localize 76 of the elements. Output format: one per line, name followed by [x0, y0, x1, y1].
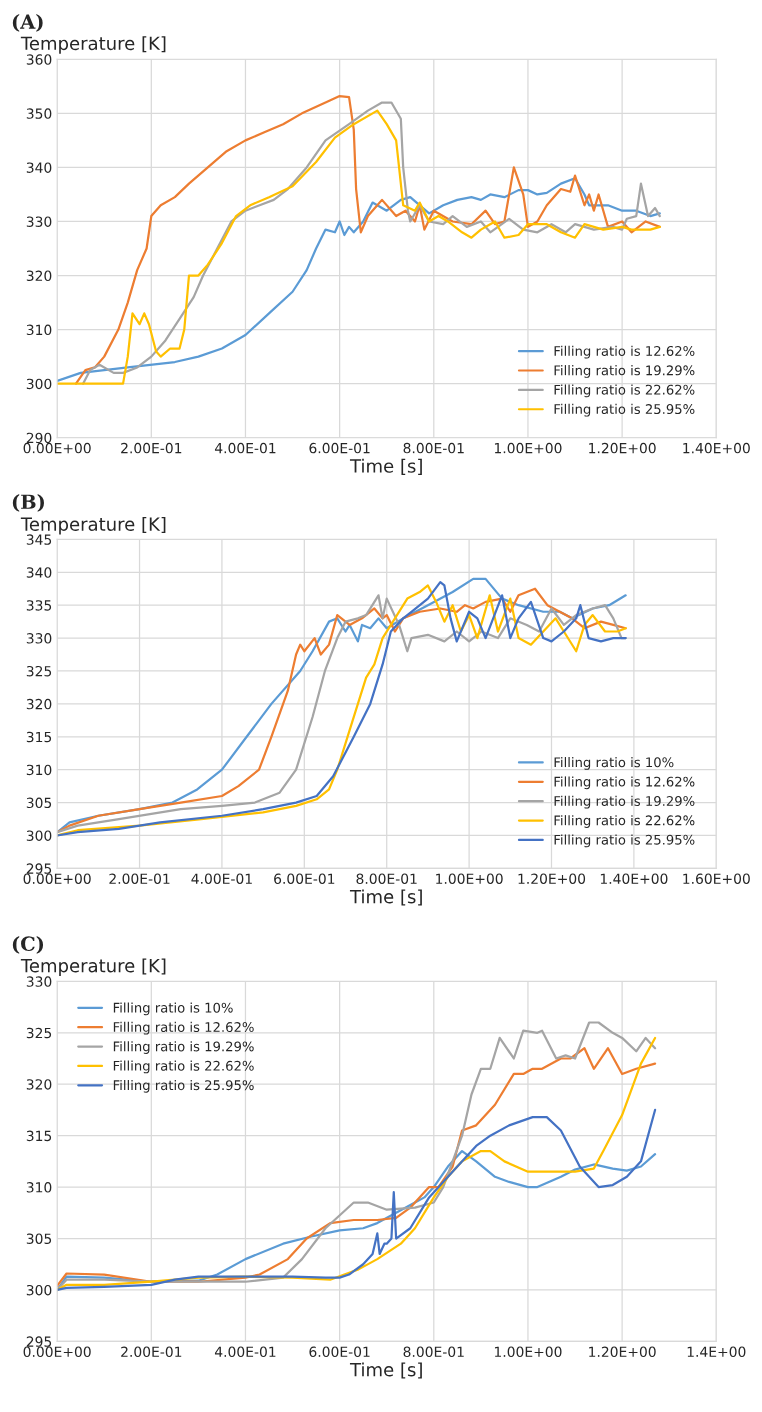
x-tick-label: 8.00E-01: [403, 1346, 464, 1358]
y-tick-label: 320: [26, 1079, 52, 1090]
y-tick-label: 300: [26, 378, 52, 390]
y-tick-label: 320: [26, 270, 52, 282]
y-tick-label: 310: [26, 764, 52, 776]
x-tick-label: 8.00E-01: [356, 873, 417, 884]
legend-label: Filling ratio is 25.95%: [554, 403, 695, 417]
x-tick-label: 6.00E-01: [274, 873, 335, 884]
x-axis-title: Time [s]: [349, 1362, 422, 1379]
legend-label: Filling ratio is 22.62%: [554, 815, 695, 828]
y-tick-label: 300: [26, 1284, 52, 1296]
x-tick-label: 1.4E+00: [687, 1346, 746, 1358]
y-tick-label: 350: [26, 108, 52, 119]
y-axis-title: Temperature [K]: [20, 516, 166, 535]
x-tick-label: 0.00E+00: [23, 873, 91, 884]
x-tick-label: 4.00E-01: [214, 1346, 276, 1358]
y-tick-label: 330: [26, 976, 52, 987]
x-tick-label: 2.00E-01: [121, 442, 182, 454]
x-axis-title: Time [s]: [349, 889, 422, 906]
y-tick-label: 325: [26, 665, 52, 677]
x-tick-label: 1.00E+00: [436, 873, 503, 884]
legend-label: Filling ratio is 12.62%: [554, 345, 695, 359]
x-tick-label: 1.20E+00: [589, 1346, 656, 1358]
legend-label: Filling ratio is 19.29%: [554, 365, 695, 378]
y-tick-label: 340: [26, 162, 52, 173]
x-tick-label: 1.20E+00: [518, 873, 586, 884]
x-tick-label: 2.00E-01: [121, 1346, 182, 1358]
legend-label: Filling ratio is 10%: [554, 757, 674, 770]
x-tick-label: 1.20E+00: [589, 442, 656, 454]
y-tick-label: 315: [26, 1130, 52, 1142]
y-tick-label: 330: [26, 216, 52, 227]
x-tick-label: 6.00E-01: [309, 1346, 370, 1358]
y-axis-title: Temperature [K]: [20, 36, 166, 54]
x-tick-label: 0.00E+00: [23, 442, 91, 454]
y-tick-label: 305: [26, 1233, 52, 1244]
legend-label: Filling ratio is 19.29%: [554, 795, 695, 809]
y-tick-label: 325: [26, 1027, 52, 1039]
legend-label: Filling ratio is 25.95%: [554, 834, 695, 848]
legend-label: Filling ratio is 12.62%: [113, 1021, 254, 1035]
legend-label: Filling ratio is 10%: [113, 1002, 233, 1016]
chart-title: (A): [12, 13, 43, 32]
x-tick-label: 1.40E+00: [683, 442, 750, 454]
line-series: [57, 1108, 657, 1292]
chart-title: (C): [12, 936, 44, 954]
legend-label: Filling ratio is 22.62%: [554, 384, 695, 398]
y-tick-label: 300: [26, 830, 52, 841]
x-tick-label: 2.00E-01: [109, 873, 170, 884]
x-axis-title: Time [s]: [349, 458, 422, 475]
legend-label: Filling ratio is 22.62%: [113, 1060, 254, 1074]
x-tick-label: 1.40E+00: [600, 873, 668, 884]
y-tick-label: 330: [26, 633, 52, 644]
y-tick-label: 310: [26, 324, 52, 336]
x-tick-label: 8.00E-01: [403, 442, 464, 454]
legend-label: Filling ratio is 19.29%: [113, 1041, 254, 1054]
y-tick-label: 310: [26, 1182, 52, 1193]
y-tick-label: 315: [26, 731, 52, 743]
x-tick-label: 1.60E+00: [683, 873, 750, 884]
x-tick-label: 4.00E-01: [214, 442, 276, 454]
legend-label: Filling ratio is 12.62%: [554, 776, 695, 790]
y-tick-label: 295: [26, 1336, 52, 1347]
y-tick-label: 335: [26, 600, 52, 611]
legend-label: Filling ratio is 25.95%: [113, 1079, 254, 1093]
y-tick-label: 345: [26, 534, 52, 545]
x-tick-label: 1.00E+00: [494, 1346, 562, 1358]
x-tick-label: 0.00E+00: [23, 1346, 91, 1358]
y-tick-label: 295: [26, 863, 52, 874]
y-tick-label: 290: [26, 432, 52, 444]
y-tick-label: 305: [26, 797, 52, 809]
x-tick-label: 6.00E-01: [309, 442, 370, 454]
chart-title: (B): [12, 494, 44, 512]
y-tick-label: 320: [26, 698, 52, 710]
y-tick-label: 340: [26, 567, 52, 578]
y-axis-title: Temperature [K]: [20, 958, 166, 976]
x-tick-label: 1.00E+00: [494, 442, 562, 454]
x-tick-label: 4.00E-01: [191, 873, 252, 884]
y-tick-label: 360: [26, 54, 52, 65]
